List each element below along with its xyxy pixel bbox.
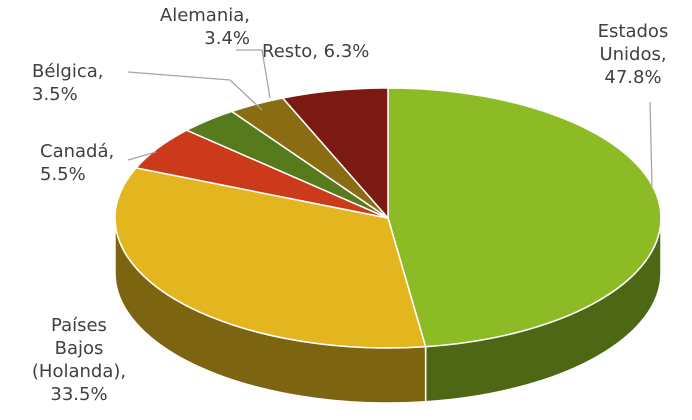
- leader-line: [236, 49, 271, 99]
- leader-lines: [127, 49, 653, 187]
- slice-label: Bélgica, 3.5%: [32, 61, 104, 105]
- leader-line: [127, 71, 263, 111]
- sides: [114, 217, 662, 404]
- slice-label: Países Bajos (Holanda), 33.5%: [31, 315, 127, 405]
- leader-line: [649, 101, 653, 187]
- slice-label: Canadá, 5.5%: [40, 141, 115, 185]
- slice-side: [114, 217, 427, 404]
- leader-line: [127, 151, 157, 161]
- slice-label: Estados Unidos, 47.8%: [597, 21, 669, 88]
- tops: [114, 87, 662, 349]
- slice-label: Alemania, 3.4%: [159, 5, 250, 49]
- slice-label: Resto, 6.3%: [262, 41, 370, 62]
- slice: [281, 87, 389, 220]
